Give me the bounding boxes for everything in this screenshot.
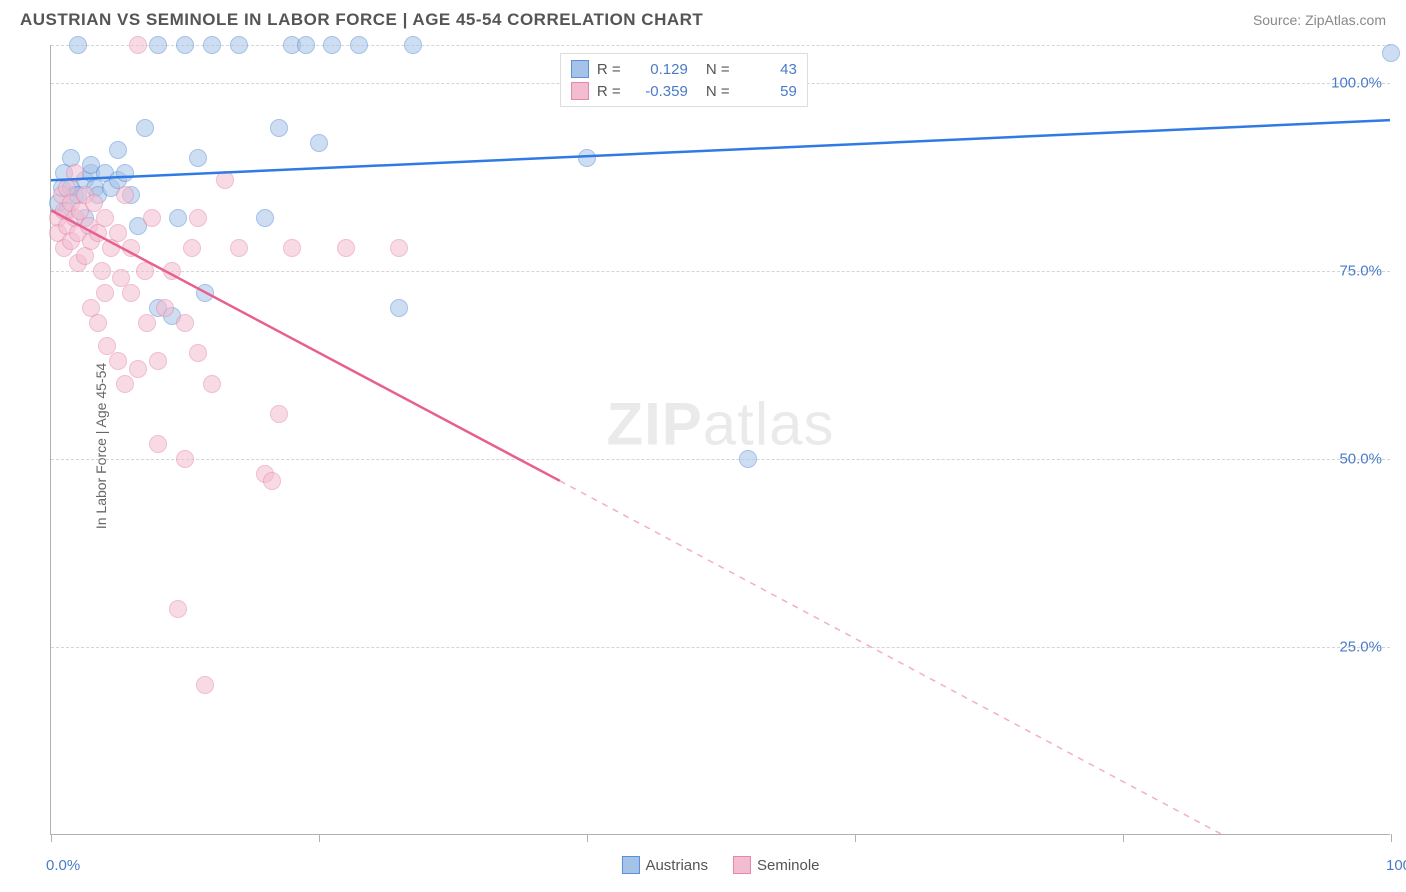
data-point — [216, 171, 234, 189]
data-point — [96, 209, 114, 227]
legend-label: Austrians — [645, 857, 708, 874]
data-point — [739, 450, 757, 468]
x-tick — [51, 834, 52, 842]
x-tick-label: 100.0% — [1386, 857, 1406, 874]
data-point — [122, 239, 140, 257]
legend-swatch — [733, 856, 751, 874]
data-point — [116, 164, 134, 182]
data-point — [66, 164, 84, 182]
gridline — [51, 647, 1390, 648]
legend-swatch — [571, 60, 589, 78]
x-tick-label: 0.0% — [46, 857, 80, 874]
data-point — [156, 299, 174, 317]
data-point — [109, 224, 127, 242]
legend-stat-row: R =-0.359N =59 — [571, 80, 797, 102]
data-point — [149, 36, 167, 54]
data-point — [149, 435, 167, 453]
data-point — [578, 149, 596, 167]
data-point — [270, 119, 288, 137]
data-point — [163, 262, 181, 280]
series-legend: Austrians Seminole — [621, 856, 819, 874]
data-point — [350, 36, 368, 54]
data-point — [109, 141, 127, 159]
data-point — [196, 284, 214, 302]
data-point — [323, 36, 341, 54]
y-tick-label: 50.0% — [1339, 450, 1382, 467]
legend-item: Austrians — [621, 856, 708, 874]
data-point — [129, 360, 147, 378]
gridline — [51, 459, 1390, 460]
legend-item: Seminole — [733, 856, 820, 874]
data-point — [189, 209, 207, 227]
y-tick-label: 100.0% — [1331, 74, 1382, 91]
data-point — [189, 344, 207, 362]
data-point — [93, 262, 111, 280]
data-point — [136, 262, 154, 280]
data-point — [230, 36, 248, 54]
data-point — [109, 352, 127, 370]
data-point — [263, 472, 281, 490]
x-tick — [319, 834, 320, 842]
x-tick — [587, 834, 588, 842]
watermark: ZIPatlas — [606, 389, 834, 458]
x-tick — [855, 834, 856, 842]
data-point — [270, 405, 288, 423]
data-point — [196, 676, 214, 694]
data-point — [129, 36, 147, 54]
data-point — [122, 284, 140, 302]
correlation-legend: R =0.129N =43R =-0.359N =59 — [560, 53, 808, 107]
data-point — [169, 600, 187, 618]
chart-container: ZIPatlas 25.0%50.0%75.0%100.0%0.0%100.0%… — [50, 45, 1390, 835]
data-point — [337, 239, 355, 257]
data-point — [143, 209, 161, 227]
data-point — [404, 36, 422, 54]
legend-stat-row: R =0.129N =43 — [571, 58, 797, 80]
data-point — [390, 239, 408, 257]
data-point — [116, 375, 134, 393]
gridline — [51, 45, 1390, 46]
data-point — [283, 239, 301, 257]
data-point — [89, 314, 107, 332]
plot-area: ZIPatlas 25.0%50.0%75.0%100.0%0.0%100.0% — [51, 45, 1390, 834]
source-label: Source: ZipAtlas.com — [1253, 12, 1386, 28]
data-point — [176, 450, 194, 468]
legend-label: Seminole — [757, 857, 820, 874]
data-point — [69, 36, 87, 54]
data-point — [189, 149, 207, 167]
legend-swatch — [571, 82, 589, 100]
data-point — [183, 239, 201, 257]
gridline — [51, 271, 1390, 272]
data-point — [169, 209, 187, 227]
data-point — [203, 375, 221, 393]
y-tick-label: 25.0% — [1339, 638, 1382, 655]
data-point — [390, 299, 408, 317]
data-point — [96, 284, 114, 302]
data-point — [176, 36, 194, 54]
x-tick — [1391, 834, 1392, 842]
data-point — [310, 134, 328, 152]
chart-title: AUSTRIAN VS SEMINOLE IN LABOR FORCE | AG… — [20, 10, 703, 30]
data-point — [116, 186, 134, 204]
data-point — [256, 209, 274, 227]
data-point — [176, 314, 194, 332]
data-point — [136, 119, 154, 137]
data-point — [138, 314, 156, 332]
data-point — [297, 36, 315, 54]
data-point — [230, 239, 248, 257]
data-point — [203, 36, 221, 54]
legend-swatch — [621, 856, 639, 874]
y-tick-label: 75.0% — [1339, 262, 1382, 279]
x-tick — [1123, 834, 1124, 842]
data-point — [149, 352, 167, 370]
data-point — [1382, 44, 1400, 62]
